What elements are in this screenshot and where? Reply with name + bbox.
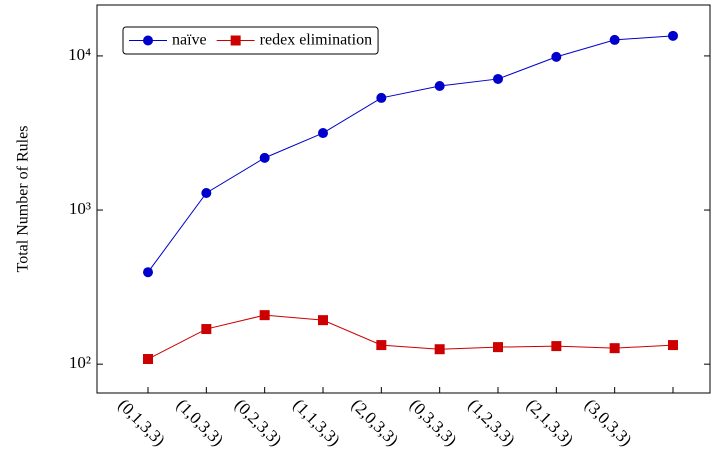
x-tick-label: (0,1,3,3): [114, 395, 169, 450]
data-point: [434, 344, 445, 355]
x-tick-label: (3,0,3,3): [581, 395, 636, 450]
data-point: [259, 152, 270, 163]
line: [147, 35, 674, 273]
data-point: [609, 34, 620, 45]
data-point: [259, 310, 270, 321]
data-point: [143, 267, 153, 278]
legend-label: redex elimination: [260, 32, 372, 49]
x-tick-label: (1,0,3,3): [173, 395, 228, 450]
y-tick-label: 10²: [69, 353, 91, 372]
data-point: [493, 342, 503, 353]
data-point: [551, 51, 562, 62]
data-point: [609, 343, 620, 354]
data-point: [668, 30, 678, 41]
x-tick-label: (2,1,3,3): [523, 395, 578, 450]
x-tick-label: (0,3,3,3): [406, 395, 461, 450]
data-point: [551, 341, 562, 352]
legend-label: naïve: [172, 32, 207, 49]
data-point: [201, 324, 212, 335]
data-point: [318, 315, 328, 326]
data-point: [143, 354, 153, 365]
x-tick-label: (1,1,3,3): [289, 395, 344, 450]
y-axis-label: Total Number of Rules: [15, 126, 32, 273]
data-point: [376, 92, 387, 103]
data-point: [201, 188, 212, 199]
data-point: [376, 340, 387, 351]
line: [147, 314, 674, 360]
x-tick-label: (1,2,3,3): [464, 395, 519, 450]
data-point: [493, 73, 503, 84]
legend-marker: [230, 35, 241, 46]
y-tick-label: 10⁴: [68, 45, 91, 64]
x-tick-label: (2,0,3,3): [348, 395, 403, 450]
data-point: [318, 128, 328, 139]
y-tick-label: 10³: [69, 199, 91, 218]
plot-frame: [96, 4, 711, 394]
data-point: [668, 340, 678, 351]
data-point: [434, 81, 445, 92]
legend-marker: [143, 35, 153, 46]
x-tick-label: (0,2,3,3): [231, 395, 286, 450]
